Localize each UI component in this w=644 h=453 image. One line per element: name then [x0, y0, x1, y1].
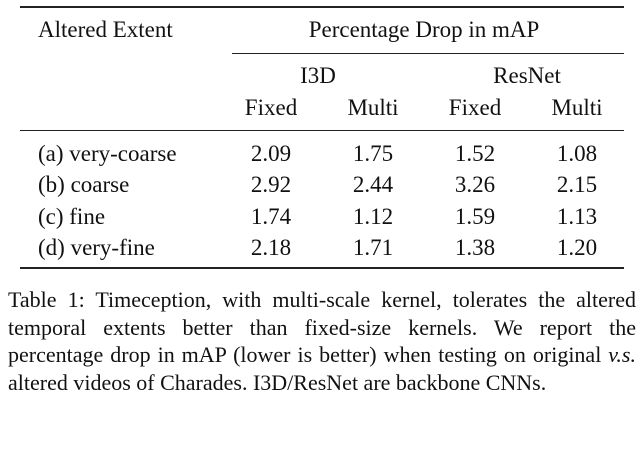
bottom-rule: [20, 267, 624, 269]
subcol-i3d-multi: Multi: [347, 95, 399, 120]
table-cell: 1.38: [454, 235, 496, 260]
table-cell: 3.26: [454, 172, 496, 197]
table-cell: 1.12: [352, 204, 394, 229]
table-cell: 2.18: [250, 235, 292, 260]
table-cell: 1.13: [556, 204, 598, 229]
table-cell: 1.74: [250, 204, 292, 229]
caption-text: Table 1: Timeception, with multi-scale k…: [8, 287, 636, 367]
row-label: (a) very-coarse: [38, 141, 177, 166]
top-rule: [20, 6, 624, 8]
header-bottom-rule: [20, 130, 624, 131]
table-cell: 2.92: [250, 172, 292, 197]
table-cell: 1.75: [352, 141, 394, 166]
caption-italic-vs: v.s.: [608, 342, 636, 367]
header-percentage-drop: Percentage Drop in mAP: [308, 17, 540, 42]
row-label: (c) fine: [38, 204, 106, 229]
table-cell: 2.15: [556, 172, 598, 197]
subcol-resnet-fixed: Fixed: [448, 95, 502, 120]
table-cell: 1.52: [454, 141, 496, 166]
table-cell: 2.09: [250, 141, 292, 166]
table-cell: 2.44: [352, 172, 394, 197]
table-caption: Table 1: Timeception, with multi-scale k…: [8, 286, 636, 396]
table-cell: 1.08: [556, 141, 598, 166]
table-cell: 1.71: [352, 235, 394, 260]
row-label: (b) coarse: [38, 172, 130, 197]
caption-text-end: altered videos of Charades. I3D/ResNet a…: [8, 369, 547, 395]
header-altered-extent: Altered Extent: [38, 17, 173, 42]
subcol-resnet-multi: Multi: [551, 95, 603, 120]
group-resnet: ResNet: [493, 63, 561, 88]
table-cell: 1.20: [556, 235, 598, 260]
table-cell: 1.59: [454, 204, 496, 229]
header-span-rule: [232, 53, 624, 54]
row-label: (d) very-fine: [38, 235, 155, 260]
group-i3d: I3D: [300, 63, 336, 88]
subcol-i3d-fixed: Fixed: [244, 95, 298, 120]
